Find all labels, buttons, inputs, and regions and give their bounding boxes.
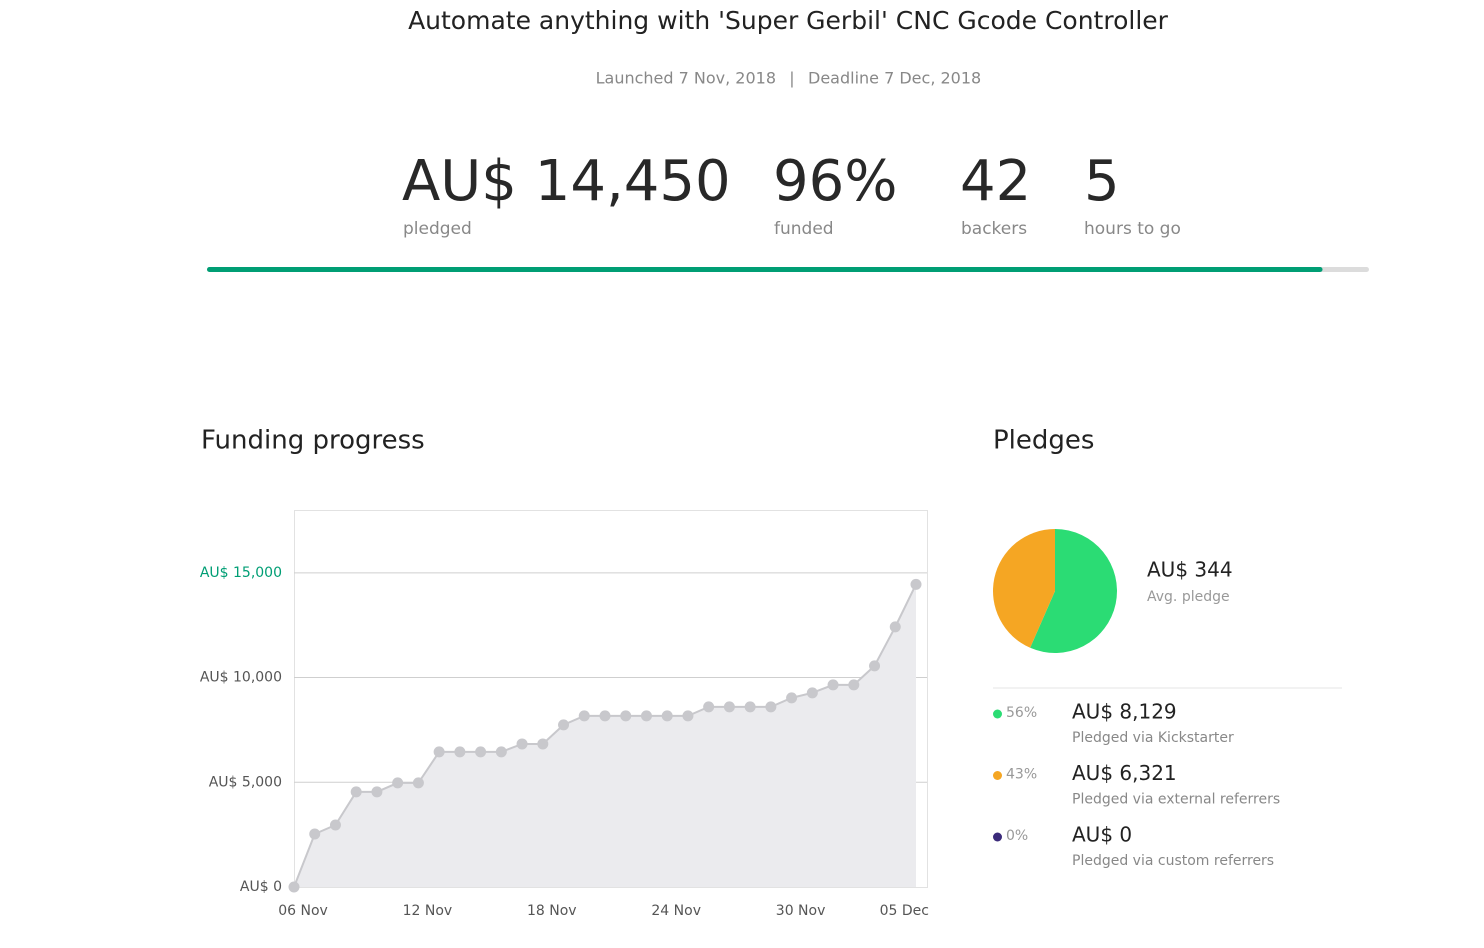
summary-label: Avg. pledge (1147, 589, 1230, 605)
point (910, 578, 922, 590)
point (661, 710, 673, 722)
stat-caption: funded (774, 219, 834, 239)
legend-label: Pledged via custom referrers (1072, 853, 1274, 869)
point (392, 777, 404, 789)
point (848, 679, 860, 691)
point (578, 710, 590, 722)
legend-label: Pledged via Kickstarter (1072, 730, 1234, 746)
point (703, 701, 715, 713)
point (786, 692, 798, 704)
point (454, 746, 466, 758)
title: Automate anything with 'Super Gerbil' CN… (408, 6, 1169, 35)
point (599, 710, 611, 722)
point (433, 746, 445, 758)
deadline: Deadline 7 Dec, 2018 (808, 69, 981, 88)
point (288, 881, 300, 893)
legend-amount: AU$ 6,321 (1072, 761, 1177, 785)
point (412, 777, 424, 789)
point (806, 687, 818, 699)
legend-label: Pledged via external referrers (1072, 792, 1280, 808)
point (371, 786, 383, 798)
y-tick-label: AU$ 10,000 (200, 670, 282, 686)
y-tick-label: AU$ 5,000 (209, 774, 282, 790)
point (682, 710, 694, 722)
stat-figure: AU$ 14,450 (402, 149, 731, 214)
x-tick-label: 18 Nov (527, 903, 577, 919)
legend-dot (993, 709, 1002, 719)
plot-frame (294, 510, 928, 888)
point (869, 660, 881, 672)
point (827, 679, 839, 691)
point (765, 701, 777, 713)
x-tick-label: 30 Nov (776, 903, 826, 919)
point (640, 710, 652, 722)
stat-caption: backers (961, 219, 1027, 239)
launched: Launched 7 Nov, 2018 (596, 69, 776, 88)
point (309, 828, 321, 840)
x-tick-label: 05 Dec (880, 903, 929, 919)
legend-amount: AU$ 8,129 (1072, 700, 1177, 724)
area (294, 584, 916, 887)
point (889, 621, 901, 633)
x-tick-label: 24 Nov (651, 903, 701, 919)
separator: | (789, 69, 794, 88)
chart-title: Pledges (993, 426, 1094, 456)
point (558, 719, 570, 731)
progress-fill (207, 267, 1323, 272)
stat-caption: hours to go (1084, 219, 1181, 239)
stat-figure: 96% (773, 149, 897, 214)
y-tick-label: AU$ 15,000 (200, 565, 282, 581)
legend-percent: 43% (1006, 767, 1037, 783)
point (744, 701, 756, 713)
point (537, 738, 549, 750)
legend-amount: AU$ 0 (1072, 823, 1132, 847)
stat-caption: pledged (403, 219, 472, 239)
point (350, 786, 362, 798)
point (620, 710, 632, 722)
pie-slice (993, 529, 1055, 648)
x-tick-label: 06 Nov (278, 903, 328, 919)
chart-title: Funding progress (201, 426, 425, 456)
legend-dot (993, 832, 1002, 842)
legend-dot (993, 771, 1002, 780)
stat-figure: 42 (960, 149, 1031, 214)
legend-percent: 56% (1006, 705, 1037, 721)
legend-percent: 0% (1006, 828, 1028, 844)
summary-value: AU$ 344 (1147, 558, 1233, 582)
point (516, 738, 528, 750)
pie-slice (1030, 529, 1117, 653)
point (723, 701, 735, 713)
point (329, 819, 341, 831)
point (495, 746, 507, 758)
point (475, 746, 487, 758)
stat-figure: 5 (1084, 149, 1120, 214)
y-tick-label: AU$ 0 (240, 879, 282, 895)
x-tick-label: 12 Nov (403, 903, 453, 919)
